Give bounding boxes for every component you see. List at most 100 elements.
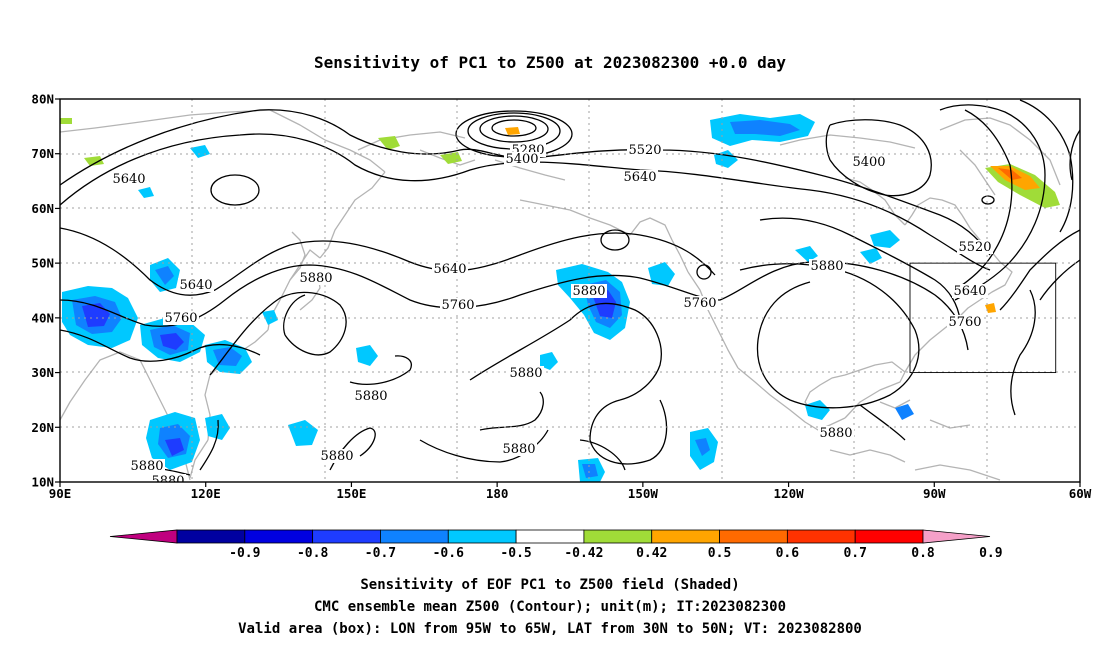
colorbar-segment bbox=[786, 529, 856, 544]
lat-tick-label: 20N bbox=[31, 420, 54, 435]
contour-label: 5880 bbox=[810, 259, 843, 274]
contour-label: 5640 bbox=[112, 172, 145, 187]
contour-label: 5400 bbox=[505, 152, 538, 167]
contour-label: 5760 bbox=[948, 315, 981, 330]
contour-label-bg bbox=[627, 143, 663, 157]
lon-tick-label: 120W bbox=[774, 486, 805, 501]
contour-label-bg bbox=[952, 284, 988, 298]
lon-tick-label: 90W bbox=[923, 486, 946, 501]
colorbar-label: 0.42 bbox=[636, 546, 667, 561]
colorbar-label: -0.9 bbox=[229, 546, 260, 561]
colorbar-segment bbox=[447, 529, 517, 544]
contour-label: 5880 bbox=[354, 389, 387, 404]
lon-tick-label: 90E bbox=[49, 486, 72, 501]
contour-label-bg bbox=[440, 298, 476, 312]
contour-label-bg bbox=[622, 170, 658, 184]
valid-area-box bbox=[909, 262, 1057, 374]
contour-label-bg bbox=[504, 152, 540, 166]
contour-label: 5880 bbox=[502, 442, 535, 457]
colorbar-segment bbox=[651, 529, 720, 544]
lon-tick-label: 120E bbox=[191, 486, 221, 501]
colorbar-label: 0.8 bbox=[911, 546, 935, 561]
colorbar-label: 0.5 bbox=[708, 546, 731, 561]
lon-tick-label: 180 bbox=[486, 486, 509, 501]
contour-label: 5880 bbox=[819, 426, 852, 441]
contour-label: 5760 bbox=[164, 311, 197, 326]
lat-tick-label: 10N bbox=[31, 475, 54, 490]
contour-label-bg bbox=[571, 284, 607, 298]
contour-label-bg bbox=[818, 426, 854, 440]
contour-label: 5640 bbox=[623, 170, 656, 185]
colorbar-segment bbox=[719, 529, 788, 544]
caption-line-1: Sensitivity of EOF PC1 to Z500 field (Sh… bbox=[360, 577, 739, 593]
lon-tick-label: 60W bbox=[1069, 486, 1092, 501]
lat-tick-label: 50N bbox=[31, 256, 54, 271]
colorbar-label: -0.42 bbox=[564, 546, 603, 561]
contour-label: 5520 bbox=[628, 143, 661, 158]
colorbar: -0.9 -0.8 -0.7 -0.6 -0.5 -0.42 0.42 0.5 0.6 0.7 0.… bbox=[109, 529, 1003, 561]
contour-label: 5880 bbox=[299, 271, 332, 286]
contour-label: 5640 bbox=[953, 284, 986, 299]
colorbar-max-arrow bbox=[922, 529, 991, 544]
contour-label: 5400 bbox=[852, 155, 885, 170]
contour-label-bg bbox=[809, 259, 845, 273]
contour-label-bg bbox=[163, 311, 199, 325]
graticule bbox=[60, 99, 1080, 482]
colorbar-label: -0.7 bbox=[365, 546, 396, 561]
contour-label: 5520 bbox=[958, 240, 991, 255]
colorbar-segment bbox=[312, 529, 381, 544]
colorbar-label: 0.7 bbox=[843, 546, 866, 561]
colorbar-segment bbox=[380, 529, 449, 544]
colorbar-segment bbox=[244, 529, 314, 544]
contour-label-bg bbox=[682, 296, 718, 310]
lat-tick-label: 80N bbox=[31, 92, 54, 107]
lat-tick-label: 70N bbox=[31, 146, 54, 161]
colorbar-label: -0.8 bbox=[297, 546, 328, 561]
lat-tick-label: 40N bbox=[31, 310, 54, 325]
contour-label-bg bbox=[851, 155, 887, 169]
contour-label-bg bbox=[947, 315, 983, 329]
chart-title: Sensitivity of PC1 to Z500 at 2023082300… bbox=[314, 53, 786, 72]
contour-label: 5760 bbox=[683, 296, 716, 311]
contour-label: 5640 bbox=[433, 262, 466, 277]
colorbar-label: -0.5 bbox=[500, 546, 531, 561]
colorbar-label: 0.6 bbox=[776, 546, 800, 561]
lon-tick-label: 150W bbox=[628, 486, 659, 501]
colorbar-segment bbox=[515, 529, 585, 544]
contour-label-bg bbox=[501, 442, 537, 456]
contour-label-bg bbox=[178, 278, 214, 292]
lat-tick-label: 30N bbox=[31, 365, 54, 380]
map-frame bbox=[59, 98, 1081, 483]
contour-label-bg bbox=[353, 389, 389, 403]
colorbar-segment bbox=[854, 529, 924, 544]
contour-label-bg bbox=[957, 240, 993, 254]
colorbar-segment bbox=[583, 529, 653, 544]
z500-contours bbox=[60, 99, 1080, 476]
contour-label-bg bbox=[319, 449, 355, 463]
contour-label-bg bbox=[508, 366, 544, 380]
contour-label-bg bbox=[150, 474, 186, 482]
colorbar-segment bbox=[176, 529, 246, 544]
contour-label: 5880 bbox=[320, 449, 353, 464]
contour-label: 5880 bbox=[151, 474, 184, 489]
colorbar-min-arrow bbox=[109, 529, 178, 544]
valid-area-box-layer bbox=[909, 262, 1057, 374]
contour-label: 5880 bbox=[572, 284, 605, 299]
colorbar-label: 0.9 bbox=[979, 546, 1002, 561]
contour-label: 5880 bbox=[130, 459, 163, 474]
contour-label-bg bbox=[432, 262, 468, 276]
contour-label-bg bbox=[111, 172, 147, 186]
lat-tick-label: 60N bbox=[31, 201, 54, 216]
caption-line-3: Valid area (box): LON from 95W to 65W, L… bbox=[238, 621, 862, 637]
contour-label-bg bbox=[129, 459, 165, 473]
lon-tick-label: 150E bbox=[336, 486, 366, 501]
contour-label-bg bbox=[298, 271, 334, 285]
caption-line-2: CMC ensemble mean Z500 (Contour); unit(m… bbox=[314, 599, 786, 615]
colorbar-label: -0.6 bbox=[433, 546, 464, 561]
contour-label: 5760 bbox=[441, 298, 474, 313]
contour-label: 5880 bbox=[509, 366, 542, 381]
